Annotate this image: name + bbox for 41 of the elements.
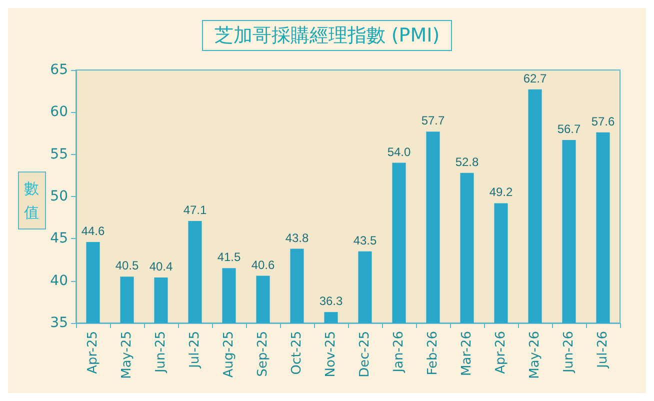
x-tick-label: Jul-26 (596, 331, 610, 369)
x-tick-label: May-25 (120, 331, 134, 379)
x-tick-label: Feb-26 (426, 331, 440, 376)
data-label: 36.3 (319, 294, 343, 308)
x-tick-label: Aug-25 (222, 331, 236, 378)
x-tick-label: Jun-26 (562, 331, 576, 374)
y-tick-label: 45 (50, 230, 68, 247)
data-label: 57.7 (421, 114, 445, 128)
x-tick-label: Mar-26 (460, 331, 474, 376)
data-label: 40.4 (149, 259, 173, 274)
x-tick-label: Jun-25 (154, 331, 168, 374)
x-tick-label: Jan-26 (392, 331, 406, 374)
x-tick-label: Sep-25 (256, 331, 270, 377)
x-tick-label: Oct-25 (290, 331, 304, 375)
data-label: 62.7 (523, 71, 547, 86)
data-label: 40.5 (115, 258, 139, 273)
y-tick-label: 55 (50, 146, 68, 162)
data-label: 56.7 (557, 122, 581, 136)
y-tick-label: 65 (50, 62, 68, 78)
y-tick-label: 35 (50, 315, 68, 331)
x-tick-label: Dec-25 (358, 331, 372, 378)
y-tick-label: 50 (50, 188, 68, 204)
x-tick-label: Nov-25 (324, 331, 338, 378)
data-label: 52.8 (455, 154, 479, 169)
x-tick-label: Apr-25 (86, 331, 100, 374)
data-label: 57.6 (591, 114, 615, 128)
data-label: 47.1 (183, 202, 207, 217)
x-tick-label: Apr-26 (494, 331, 508, 374)
x-tick-label: May-26 (528, 331, 542, 379)
x-tick-label: Jul-25 (188, 331, 202, 369)
data-label: 43.8 (285, 230, 309, 245)
y-tick-label: 60 (50, 104, 68, 120)
y-axis-title: 數值 (24, 180, 39, 222)
y-tick-label: 40 (50, 272, 68, 289)
chart-title: 芝加哥採購經理指數 (PMI) (214, 24, 440, 46)
data-label: 41.5 (217, 250, 241, 264)
data-label: 43.5 (353, 233, 377, 248)
data-label: 49.2 (489, 185, 513, 200)
data-label: 54.0 (387, 144, 411, 159)
data-label: 44.6 (81, 224, 105, 238)
data-label: 40.6 (251, 258, 275, 272)
